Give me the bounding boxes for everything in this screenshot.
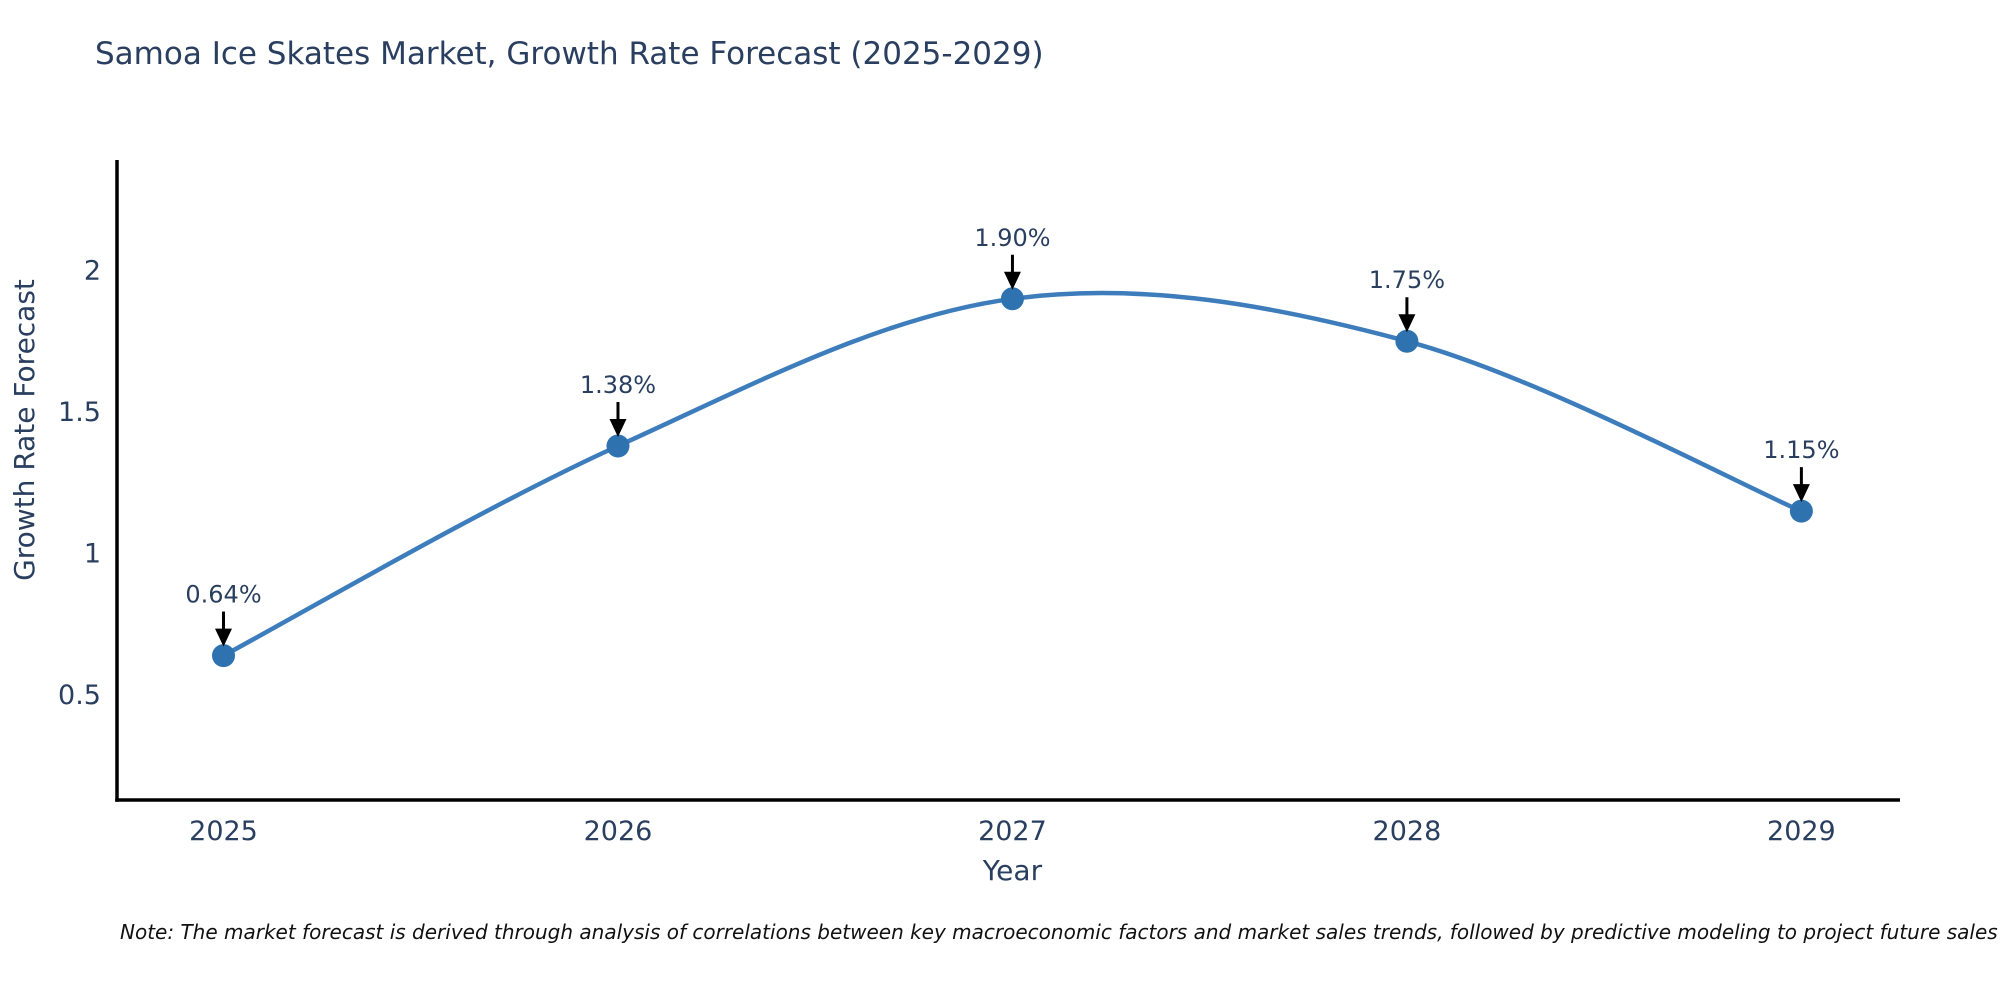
data-point-marker [1395,329,1419,353]
annotation-arrow-head [1792,484,1810,503]
y-tick-label: 2 [84,255,101,286]
annotation-arrow-head [215,628,233,647]
annotation-arrow-head [1003,271,1021,290]
annotation-label: 0.64% [185,581,261,609]
data-point-marker [1000,287,1024,311]
x-tick-label: 2027 [978,816,1047,847]
annotation-label: 1.38% [580,371,656,399]
data-point-marker [1789,499,1813,523]
y-axis-title: Growth Rate Forecast [8,279,41,581]
x-tick-label: 2025 [189,816,258,847]
footnote: Note: The market forecast is derived thr… [120,920,1998,944]
x-tick-label: 2028 [1373,816,1442,847]
y-tick-label: 1.5 [58,397,101,428]
annotation-label: 1.15% [1763,436,1839,464]
forecast-line [221,290,1804,658]
y-tick-label: 0.5 [58,680,101,711]
annotation-arrow-head [1398,314,1416,333]
x-tick-label: 2029 [1767,816,1836,847]
annotation-label: 1.90% [974,224,1050,252]
data-point-marker [606,434,630,458]
x-tick-label: 2026 [584,816,653,847]
x-axis-title: Year [982,854,1043,887]
data-point-marker [212,644,236,668]
annotation-arrow-head [609,419,627,438]
chart-title: Samoa Ice Skates Market, Growth Rate For… [95,36,1044,72]
y-tick-label: 1 [84,539,101,570]
annotation-label: 1.75% [1369,266,1445,294]
